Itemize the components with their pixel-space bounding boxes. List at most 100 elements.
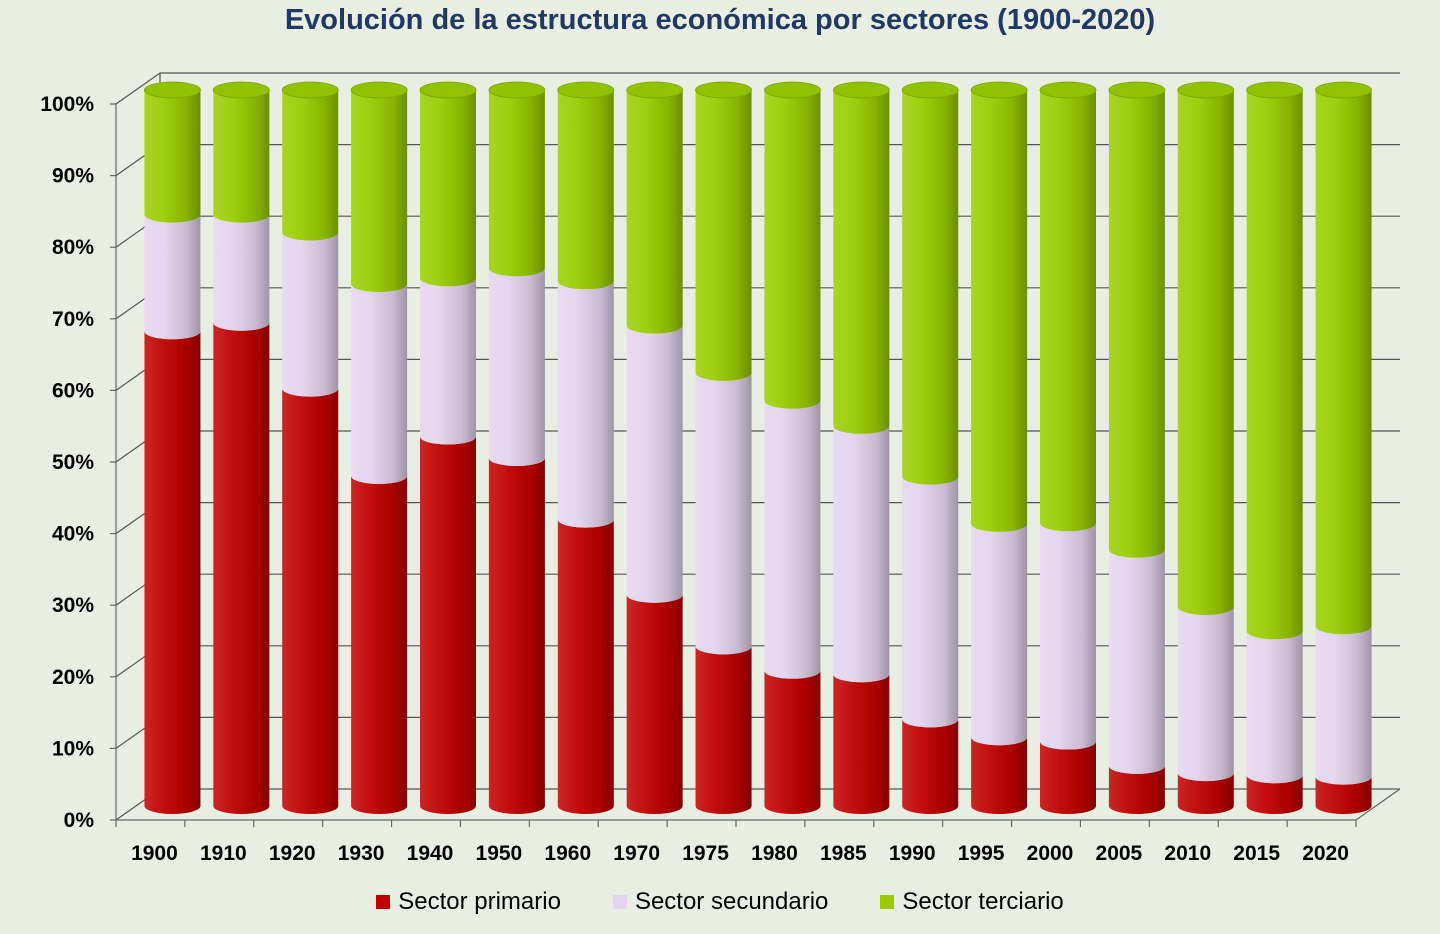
- bar-2000-0: [1040, 741, 1096, 814]
- x-tick-label: 1995: [958, 842, 1005, 865]
- legend-swatch: [880, 895, 895, 909]
- bar-top-2000: [1039, 81, 1097, 99]
- x-tick-label: 1940: [407, 842, 454, 865]
- bar-1975-0: [695, 646, 752, 814]
- x-tick-label: 2020: [1302, 842, 1349, 865]
- bar-1970-1: [626, 325, 683, 603]
- legend-swatch: [612, 895, 627, 909]
- bar-top-1990: [901, 81, 959, 99]
- bar-top-1985: [832, 81, 890, 99]
- legend-label: Sector primario: [398, 888, 561, 915]
- bar-1990-2: [902, 90, 959, 485]
- bar-top-2015: [1246, 81, 1304, 99]
- bar-top-1900: [144, 81, 201, 99]
- x-tick-label: 2010: [1164, 842, 1211, 865]
- y-tick-label: 10%: [52, 737, 94, 760]
- bar-2005-2: [1108, 90, 1165, 558]
- x-tick-label: 1980: [751, 842, 798, 865]
- bar-2020-0: [1315, 776, 1372, 814]
- bar-1930-1: [351, 284, 408, 484]
- bar-2000-2: [1040, 90, 1096, 532]
- bar-top-1950: [488, 81, 546, 99]
- x-tick-label: 1990: [889, 842, 936, 865]
- bar-top-1920: [281, 81, 339, 99]
- bar-1960-0: [557, 519, 614, 814]
- y-tick-label: 60%: [52, 379, 94, 402]
- bar-top-1940: [419, 81, 477, 99]
- bar-2010-1: [1177, 606, 1234, 782]
- bar-1985-1: [833, 425, 890, 683]
- bar-1940-2: [420, 90, 476, 287]
- legend-item: Sector terciario: [880, 888, 1064, 916]
- y-tick-label: 100%: [40, 93, 94, 116]
- legend-swatch: [376, 895, 391, 909]
- bar-top-1975: [695, 81, 752, 99]
- x-tick-label: 1950: [476, 842, 523, 865]
- bar-2000-1: [1040, 523, 1096, 750]
- bar-2010-2: [1177, 90, 1234, 615]
- x-tick-label: 1900: [131, 842, 178, 865]
- bar-1990-0: [902, 719, 959, 814]
- bar-1910-1: [213, 214, 270, 331]
- bar-1960-1: [557, 281, 614, 528]
- bar-2015-0: [1246, 775, 1303, 814]
- x-tick-label: 1910: [200, 842, 247, 865]
- bar-1995-0: [971, 737, 1028, 814]
- bar-2005-1: [1108, 549, 1165, 774]
- bar-1920-2: [282, 90, 339, 241]
- y-tick-label: 20%: [52, 666, 94, 689]
- bar-2015-2: [1246, 90, 1303, 640]
- y-tick-label: 40%: [52, 523, 94, 546]
- bar-1995-2: [971, 90, 1028, 532]
- x-tick-label: 1960: [544, 842, 591, 865]
- bar-1975-2: [695, 90, 752, 381]
- bar-1950-0: [488, 458, 545, 814]
- bar-1980-0: [764, 670, 821, 814]
- bar-top-1960: [557, 81, 615, 99]
- bar-top-1910: [212, 81, 270, 99]
- bar-1900-0: [144, 331, 201, 814]
- bar-1910-2: [213, 90, 270, 223]
- bar-1985-0: [833, 674, 890, 814]
- bar-1900-1: [144, 214, 201, 340]
- y-axis-ticks: 0% 10% 20% 30% 40% 50% 60% 70% 80% 90% 100%: [40, 93, 116, 832]
- x-tick-label: 1975: [682, 842, 729, 865]
- bar-1960-2: [557, 90, 614, 290]
- bar-1970-0: [626, 594, 683, 814]
- gridline-depth: [115, 72, 161, 105]
- chart-title: Evolución de la estructura económica por…: [284, 4, 1156, 36]
- bar-1980-1: [764, 400, 821, 679]
- bar-1950-2: [488, 90, 545, 277]
- x-tick-label: 2015: [1233, 842, 1280, 865]
- bar-1950-1: [488, 268, 545, 467]
- bar-1995-1: [971, 523, 1028, 746]
- bar-1930-0: [351, 475, 408, 814]
- bars: [144, 81, 1372, 814]
- legend-item: Sector secundario: [612, 888, 828, 916]
- y-tick-label: 80%: [52, 236, 94, 259]
- bar-2010-0: [1177, 773, 1234, 814]
- bar-top-1970: [626, 81, 684, 99]
- y-tick-label: 70%: [52, 308, 94, 331]
- bar-1920-0: [282, 388, 339, 814]
- bar-top-2020: [1315, 81, 1372, 99]
- x-tick-label: 1930: [338, 842, 385, 865]
- floor-edge: [1355, 788, 1401, 821]
- legend: Sector primario Sector secundario Sector t…: [0, 888, 1440, 916]
- x-tick-label: 1970: [613, 842, 660, 865]
- bar-1930-2: [351, 90, 408, 293]
- bar-1940-0: [420, 436, 476, 814]
- bar-1970-2: [626, 90, 683, 334]
- bar-1980-2: [764, 90, 821, 409]
- x-tick-label: 1920: [269, 842, 316, 865]
- bar-1975-1: [695, 372, 752, 655]
- y-tick-label: 90%: [52, 165, 94, 188]
- x-tick-label: 2005: [1096, 842, 1143, 865]
- bar-1985-2: [833, 90, 890, 434]
- bar-1900-2: [144, 90, 201, 223]
- bar-top-1930: [350, 81, 408, 99]
- bar-1940-1: [420, 278, 476, 445]
- legend-label: Sector terciario: [902, 888, 1064, 915]
